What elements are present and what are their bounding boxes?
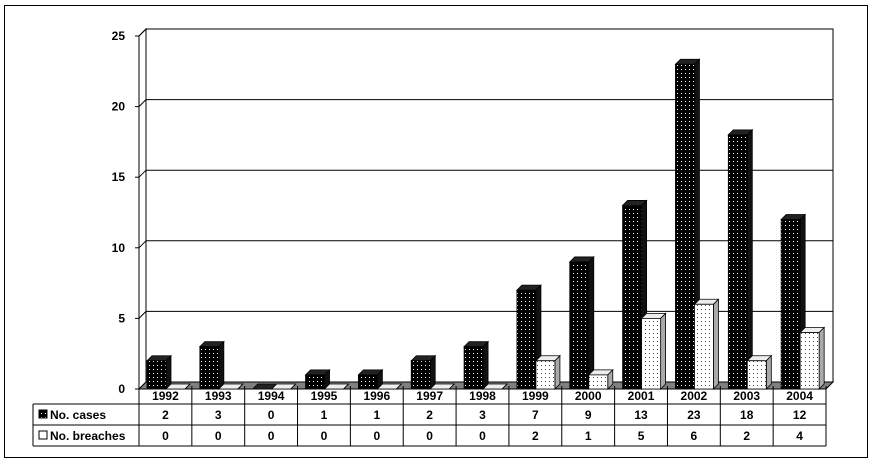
data-label: 2 xyxy=(743,429,750,443)
bar-no-breaches-1992 xyxy=(165,383,191,390)
bar-no-breaches-2004 xyxy=(799,326,826,390)
data-label: 0 xyxy=(321,429,328,443)
bar-no-breaches-1995 xyxy=(323,383,350,390)
y-tick-label: 20 xyxy=(112,100,126,114)
bar-no-breaches-1994 xyxy=(270,383,297,390)
y-tick-label: 0 xyxy=(118,382,125,396)
gridline-side xyxy=(138,28,147,37)
legend-label-no-cases: No. cases xyxy=(50,408,106,422)
y-tick-label: 5 xyxy=(118,311,125,325)
legend-key-no-cases xyxy=(38,409,48,419)
plot-side-wall xyxy=(138,27,147,391)
x-tick-label-1996: 1996 xyxy=(363,389,390,403)
x-tick-label-2002: 2002 xyxy=(681,389,708,403)
data-label: 9 xyxy=(585,408,592,422)
x-tick-label-2001: 2001 xyxy=(628,389,655,403)
bar-no-breaches-1993 xyxy=(217,383,244,390)
data-label: 4 xyxy=(796,429,803,443)
data-label: 2 xyxy=(532,429,539,443)
data-label: 6 xyxy=(691,429,698,443)
bar-no-cases-2000 xyxy=(568,255,595,390)
data-label: 0 xyxy=(426,429,433,443)
legend-label-no-breaches: No. breaches xyxy=(50,429,126,443)
bar-no-breaches-1996 xyxy=(376,383,403,390)
data-label: 3 xyxy=(479,408,486,422)
bar-no-breaches-1999 xyxy=(534,354,561,390)
data-label: 5 xyxy=(638,429,645,443)
bar-no-breaches-2001 xyxy=(640,312,667,390)
data-label: 3 xyxy=(215,408,222,422)
bar-no-cases-1993 xyxy=(198,340,225,390)
x-tick-label-1994: 1994 xyxy=(258,389,285,403)
data-label: 13 xyxy=(634,408,648,422)
gridline-side xyxy=(138,99,147,107)
x-tick-label-2003: 2003 xyxy=(733,389,760,403)
bar-no-breaches-2002 xyxy=(693,298,720,390)
data-label: 1 xyxy=(373,408,380,422)
data-label: 23 xyxy=(687,408,701,422)
bar-no-breaches-2003 xyxy=(746,354,773,390)
data-label: 1 xyxy=(321,408,328,422)
gridline-side xyxy=(138,169,147,178)
data-label: 1 xyxy=(585,429,592,443)
data-label: 12 xyxy=(793,408,807,422)
data-label: 0 xyxy=(162,429,169,443)
gridline-side xyxy=(138,311,147,319)
bar-no-cases-1996 xyxy=(357,368,384,390)
y-tick-label: 10 xyxy=(112,241,126,255)
bar-no-breaches-1998 xyxy=(482,383,509,390)
data-label: 0 xyxy=(268,429,275,443)
bar-no-cases-1992 xyxy=(146,354,172,390)
x-tick-label-1998: 1998 xyxy=(469,389,496,403)
x-tick-label-1995: 1995 xyxy=(311,389,338,403)
x-tick-label-1999: 1999 xyxy=(522,389,549,403)
bar-no-cases-2003 xyxy=(727,128,754,390)
data-label: 7 xyxy=(532,408,539,422)
x-tick-label-2004: 2004 xyxy=(786,389,813,403)
bar-no-cases-1995 xyxy=(304,368,331,390)
data-label: 0 xyxy=(268,408,275,422)
data-label: 0 xyxy=(479,429,486,443)
bar-no-cases-1997 xyxy=(410,354,437,390)
bar-no-breaches-2000 xyxy=(587,368,614,390)
data-label: 2 xyxy=(426,408,433,422)
data-label: 0 xyxy=(215,429,222,443)
x-tick-label-1992: 1992 xyxy=(152,389,179,403)
legend-key-no-breaches xyxy=(38,430,48,440)
bar-no-breaches-1997 xyxy=(429,383,456,390)
x-tick-label-1993: 1993 xyxy=(205,389,232,403)
data-label: 2 xyxy=(162,408,169,422)
x-tick-label-2000: 2000 xyxy=(575,389,602,403)
x-tick-label-1997: 1997 xyxy=(416,389,443,403)
bar-no-cases-1998 xyxy=(463,340,490,390)
data-label: 18 xyxy=(740,408,754,422)
y-tick-label: 15 xyxy=(112,170,126,184)
gridline-side xyxy=(138,240,147,249)
data-label: 0 xyxy=(373,429,380,443)
y-tick-label: 25 xyxy=(112,29,126,43)
